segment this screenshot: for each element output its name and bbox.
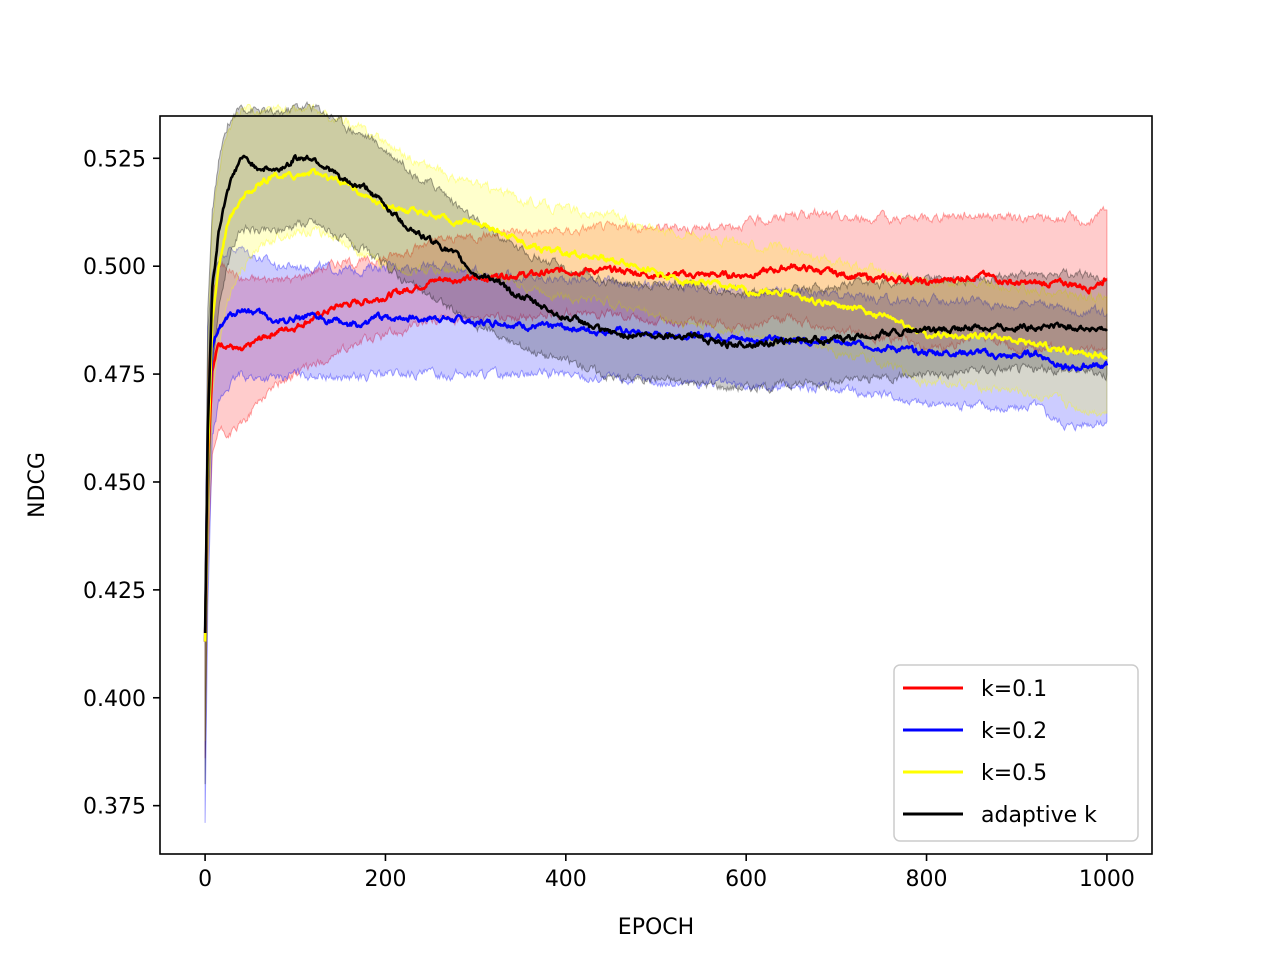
line-series-1 bbox=[203, 263, 1108, 642]
x-tick-label: 400 bbox=[545, 867, 587, 892]
x-tick-label: 200 bbox=[364, 867, 406, 892]
band-series-3 bbox=[204, 103, 1108, 741]
line-series-2 bbox=[203, 307, 1109, 642]
line-series-4 bbox=[203, 154, 1108, 634]
y-tick-label: 0.475 bbox=[83, 363, 146, 388]
y-tick-label: 0.425 bbox=[83, 579, 146, 604]
legend-label: k=0.1 bbox=[981, 677, 1047, 702]
series-lines bbox=[203, 154, 1109, 642]
y-tick-label: 0.525 bbox=[83, 147, 146, 172]
x-axis-ticks: 0 200 400 600 800 1000 bbox=[198, 854, 1135, 892]
legend-label: k=0.5 bbox=[981, 761, 1047, 786]
x-axis-label: EPOCH bbox=[618, 915, 694, 940]
y-tick-label: 0.450 bbox=[83, 471, 146, 496]
x-tick-label: 800 bbox=[906, 867, 948, 892]
legend-box bbox=[893, 664, 1139, 842]
legend-label: k=0.2 bbox=[981, 719, 1047, 744]
y-axis-label: NDCG bbox=[25, 452, 50, 518]
plot-frame bbox=[159, 115, 1153, 855]
line-series-3 bbox=[203, 167, 1108, 642]
x-tick-label: 1000 bbox=[1079, 867, 1135, 892]
x-tick-label: 0 bbox=[198, 867, 212, 892]
band-series-4 bbox=[204, 101, 1108, 785]
y-tick-label: 0.375 bbox=[83, 795, 146, 820]
legend: k=0.1 k=0.2 k=0.5 adaptive k bbox=[893, 664, 1139, 842]
y-tick-label: 0.400 bbox=[83, 687, 146, 712]
legend-label: adaptive k bbox=[981, 803, 1097, 828]
x-tick-label: 600 bbox=[725, 867, 767, 892]
y-tick-label: 0.500 bbox=[83, 255, 146, 280]
y-axis-ticks: 0.375 0.400 0.425 0.450 0.475 0.500 0.525 bbox=[83, 147, 160, 820]
